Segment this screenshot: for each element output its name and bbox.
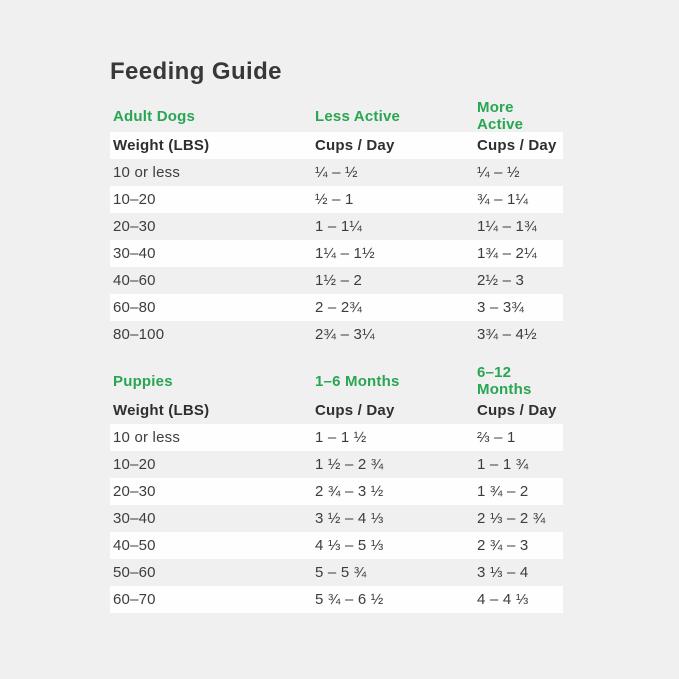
cups-cell: 2 ⅓ – 2 ¾	[477, 510, 546, 527]
cups-per-day-header: Cups / Day	[477, 402, 557, 419]
weight-cell: 30–40	[113, 245, 156, 262]
table-row: 40–60 1½ – 2 2½ – 3	[110, 267, 563, 294]
weight-cell: 10 or less	[113, 164, 181, 181]
cups-cell: 2 ¾ – 3 ½	[315, 483, 384, 500]
table-row: 60–80 2 – 2¾ 3 – 3¾	[110, 294, 563, 321]
cups-cell: 1 – 1 ¾	[477, 456, 529, 473]
cups-cell: ¼ – ½	[315, 164, 358, 181]
table-row: 20–30 2 ¾ – 3 ½ 1 ¾ – 2	[110, 478, 563, 505]
table-row: 30–40 3 ½ – 4 ⅓ 2 ⅓ – 2 ¾	[110, 505, 563, 532]
cups-cell: 1¾ – 2¼	[477, 245, 537, 262]
cups-cell: ⅔ – 1	[477, 429, 516, 446]
weight-cell: 10–20	[113, 191, 156, 208]
adult-section-header-row: Adult Dogs Less Active More Active	[110, 99, 563, 133]
weight-cell: 40–50	[113, 537, 156, 554]
table-row: 30–40 1¼ – 1½ 1¾ – 2¼	[110, 240, 563, 267]
table-row: 60–70 5 ¾ – 6 ½ 4 – 4 ⅓	[110, 586, 563, 613]
table-row: 40–50 4 ⅓ – 5 ⅓ 2 ¾ – 3	[110, 532, 563, 559]
months-1-6-label: 1–6 Months	[315, 372, 400, 390]
weight-header: Weight (LBS)	[113, 137, 210, 154]
table-row: 10–20 1 ½ – 2 ¾ 1 – 1 ¾	[110, 451, 563, 478]
cups-cell: 4 ⅓ – 5 ⅓	[315, 537, 384, 554]
cups-cell: ¼ – ½	[477, 164, 520, 181]
more-active-label: More Active	[477, 99, 524, 133]
table-row: 50–60 5 – 5 ¾ 3 ⅓ – 4	[110, 559, 563, 586]
cups-cell: 1 – 1 ½	[315, 429, 367, 446]
puppies-label: Puppies	[113, 372, 173, 390]
cups-cell: 5 – 5 ¾	[315, 564, 367, 581]
weight-cell: 60–80	[113, 299, 156, 316]
table-row: 10 or less ¼ – ½ ¼ – ½	[110, 159, 563, 186]
adult-dogs-label: Adult Dogs	[113, 107, 195, 125]
cups-per-day-header: Cups / Day	[315, 402, 395, 419]
cups-cell: 3¾ – 4½	[477, 326, 537, 343]
puppies-column-header-row: Weight (LBS) Cups / Day Cups / Day	[110, 397, 563, 424]
weight-cell: 40–60	[113, 272, 156, 289]
cups-cell: ½ – 1	[315, 191, 354, 208]
cups-cell: 2¾ – 3¼	[315, 326, 375, 343]
weight-cell: 20–30	[113, 218, 156, 235]
cups-cell: 1 ½ – 2 ¾	[315, 456, 384, 473]
weight-cell: 50–60	[113, 564, 156, 581]
cups-cell: 2 – 2¾	[315, 299, 363, 316]
cups-cell: 1¼ – 1½	[315, 245, 375, 262]
cups-cell: 2 ¾ – 3	[477, 537, 529, 554]
cups-per-day-header: Cups / Day	[315, 137, 395, 154]
cups-cell: 2½ – 3	[477, 272, 525, 289]
cups-cell: 4 – 4 ⅓	[477, 591, 529, 608]
cups-cell: 1 ¾ – 2	[477, 483, 529, 500]
weight-cell: 30–40	[113, 510, 156, 527]
puppies-table: Puppies 1–6 Months 6–12 Months Weight (L…	[110, 364, 563, 613]
weight-cell: 60–70	[113, 591, 156, 608]
months-6-12-label: 6–12 Months	[477, 364, 532, 398]
cups-cell: 1 – 1¼	[315, 218, 363, 235]
table-row: 80–100 2¾ – 3¼ 3¾ – 4½	[110, 321, 563, 348]
cups-cell: 3 ⅓ – 4	[477, 564, 529, 581]
weight-cell: 10 or less	[113, 429, 181, 446]
puppies-section-header-row: Puppies 1–6 Months 6–12 Months	[110, 364, 563, 398]
cups-per-day-header: Cups / Day	[477, 137, 557, 154]
weight-header: Weight (LBS)	[113, 402, 210, 419]
weight-cell: 80–100	[113, 326, 165, 343]
weight-cell: 20–30	[113, 483, 156, 500]
cups-cell: 3 ½ – 4 ⅓	[315, 510, 384, 527]
adult-column-header-row: Weight (LBS) Cups / Day Cups / Day	[110, 132, 563, 159]
adult-dogs-table: Adult Dogs Less Active More Active Weigh…	[110, 99, 563, 348]
page-title: Feeding Guide	[110, 58, 282, 85]
cups-cell: 1¼ – 1¾	[477, 218, 537, 235]
cups-cell: 5 ¾ – 6 ½	[315, 591, 384, 608]
less-active-label: Less Active	[315, 107, 401, 125]
cups-cell: ¾ – 1¼	[477, 191, 529, 208]
table-row: 20–30 1 – 1¼ 1¼ – 1¾	[110, 213, 563, 240]
table-row: 10 or less 1 – 1 ½ ⅔ – 1	[110, 424, 563, 451]
content-area: Feeding Guide Adult Dogs Less Active Mor…	[110, 58, 563, 613]
cups-cell: 1½ – 2	[315, 272, 363, 289]
table-row: 10–20 ½ – 1 ¾ – 1¼	[110, 186, 563, 213]
cups-cell: 3 – 3¾	[477, 299, 525, 316]
weight-cell: 10–20	[113, 456, 156, 473]
